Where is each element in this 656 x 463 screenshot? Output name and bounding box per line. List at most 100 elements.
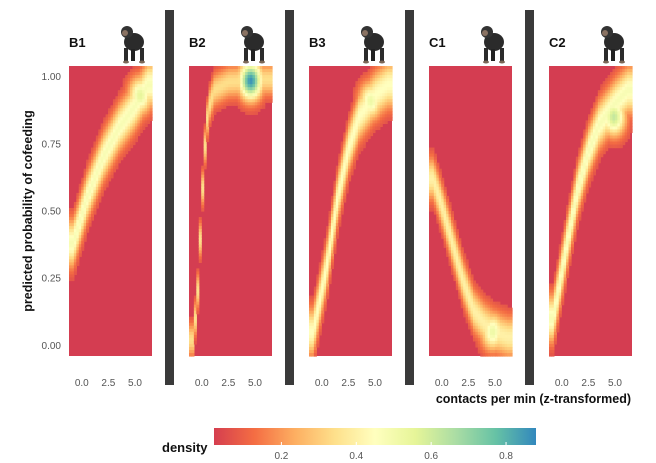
heatmap-cell: [220, 105, 224, 109]
heatmap-cell: [507, 346, 511, 351]
heatmap-cell: [475, 304, 479, 309]
heatmap-cell: [588, 123, 592, 128]
heatmap-cell: [372, 111, 376, 115]
heatmap-cell: [580, 180, 584, 185]
heatmap-cell: [600, 132, 604, 137]
heatmap-cell: [477, 292, 481, 297]
heatmap-cell: [575, 189, 579, 194]
heatmap-cell: [360, 93, 364, 97]
heatmap-cell: [335, 195, 339, 200]
heatmap-cell: [250, 111, 254, 115]
heatmap-cell: [340, 174, 344, 179]
heatmap-cell: [585, 141, 589, 146]
heatmap-cell: [561, 283, 565, 288]
heatmap-cell: [103, 159, 107, 164]
heatmap-cell: [215, 72, 219, 76]
heatmap-cell: [549, 331, 553, 336]
heatmap-cell: [213, 102, 217, 106]
heatmap-cell: [223, 93, 227, 97]
heatmap-cell: [470, 322, 474, 327]
heatmap-cell: [125, 90, 129, 94]
heatmap-cell: [206, 102, 210, 106]
heatmap-cell: [379, 90, 383, 94]
heatmap-cell: [215, 108, 219, 112]
heatmap-cell: [556, 259, 560, 263]
heatmap-cell: [78, 198, 82, 203]
heatmap-cell: [191, 346, 195, 351]
heatmap-cell: [215, 69, 219, 73]
heatmap-cell: [86, 174, 90, 179]
heatmap-cell: [357, 141, 361, 146]
heatmap-cell: [602, 126, 606, 131]
heatmap-cell: [558, 280, 562, 285]
heatmap-cell: [463, 283, 467, 288]
heatmap-cell: [352, 162, 356, 167]
heatmap-cell: [372, 78, 376, 82]
heatmap-cell: [254, 87, 258, 91]
heatmap-cell: [318, 274, 322, 279]
heatmap-cell: [250, 69, 254, 73]
heatmap-cell: [602, 114, 606, 118]
heatmap-cell: [438, 211, 442, 215]
heatmap-cell: [600, 114, 604, 118]
heatmap-cell: [127, 120, 131, 124]
heatmap-cell: [602, 129, 606, 134]
heatmap-cell: [482, 352, 486, 357]
heatmap-cell: [624, 96, 628, 100]
heatmap-cell: [367, 84, 371, 88]
heatmap-cell: [597, 117, 601, 121]
heatmap-cell: [142, 108, 146, 112]
heatmap-cell: [583, 156, 587, 161]
heatmap-cell: [93, 159, 97, 164]
heatmap-cell: [98, 150, 102, 155]
heatmap-cell: [448, 229, 452, 233]
heatmap-cell: [436, 162, 440, 167]
heatmap-cell: [597, 147, 601, 152]
heatmap-cell: [103, 147, 107, 152]
heatmap-cell: [139, 123, 143, 128]
heatmap-cell: [379, 114, 383, 118]
heatmap-cell: [578, 201, 582, 206]
heatmap-cell: [433, 177, 437, 182]
heatmap-cell: [78, 223, 82, 227]
heatmap-cell: [448, 244, 452, 248]
heatmap-cell: [619, 90, 623, 94]
heatmap-cell: [125, 75, 129, 79]
heatmap-cell: [487, 328, 491, 333]
heatmap-cell: [475, 310, 479, 315]
heatmap-cell: [357, 129, 361, 134]
heatmap-cell: [262, 72, 266, 76]
heatmap-cell: [355, 108, 359, 112]
heatmap-cell: [438, 214, 442, 218]
heatmap-cell: [345, 165, 349, 170]
heatmap-cell: [382, 93, 386, 97]
heatmap-cell: [377, 102, 381, 106]
heatmap-cell: [583, 150, 587, 155]
heatmap-cell: [206, 114, 210, 118]
heatmap-cell: [88, 162, 92, 167]
heatmap-cell: [568, 238, 572, 242]
heatmap-cell: [549, 352, 553, 357]
heatmap-cell: [360, 111, 364, 115]
heatmap-cell: [257, 93, 261, 97]
heatmap-cell: [218, 78, 222, 82]
heatmap-cell: [485, 337, 489, 342]
heatmap-cell: [468, 271, 472, 276]
heatmap-cell: [372, 87, 376, 91]
heatmap-cell: [100, 123, 104, 128]
heatmap-cell: [335, 235, 339, 239]
heatmap-cell: [350, 123, 354, 128]
heatmap-cell: [389, 90, 393, 94]
heatmap-cell: [328, 256, 332, 260]
heatmap-cell: [367, 75, 371, 79]
heatmap-cell: [458, 241, 462, 245]
heatmap-cell: [460, 274, 464, 279]
heatmap-cell: [223, 90, 227, 94]
heatmap-cell: [614, 78, 618, 82]
heatmap-cell: [117, 159, 121, 164]
heatmap-cell: [316, 343, 320, 348]
heatmap-cell: [311, 337, 315, 342]
heatmap-cell: [590, 108, 594, 112]
heatmap-cell: [497, 325, 501, 330]
heatmap-cell: [86, 168, 90, 173]
